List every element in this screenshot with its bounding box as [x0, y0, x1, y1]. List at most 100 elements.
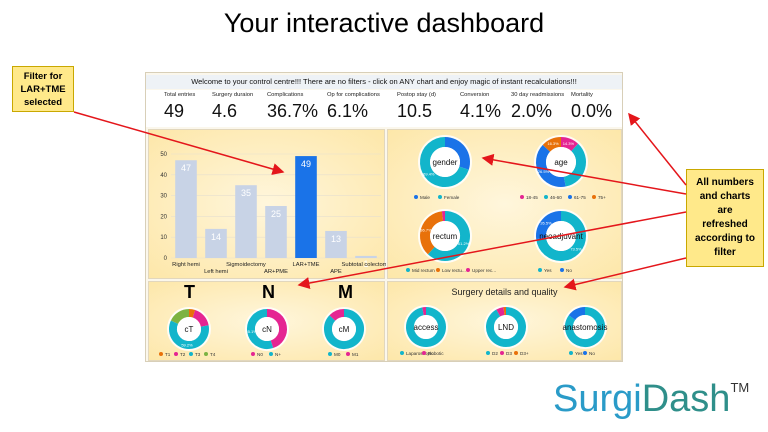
- legend-label: 46-60: [550, 195, 562, 200]
- refresh-callout: All numbers and charts are refreshed acc…: [686, 169, 764, 267]
- kpi-readmissions[interactable]: 30 day readmissions 2.0%: [511, 90, 569, 122]
- procedure-bar-chart[interactable]: 0 10 20 30 40 50 47 Right hemi 14 Left hemi 35 Sigm…: [149, 130, 390, 280]
- legend-swatch: [436, 268, 440, 272]
- donut-slice: [266, 309, 287, 349]
- legend-label: T1: [165, 352, 171, 357]
- legend-label: T4: [210, 352, 216, 357]
- y-tick-label: 40: [160, 173, 167, 179]
- x-tick-label: APE: [330, 269, 342, 275]
- arrow-to-bar: [73, 111, 285, 175]
- donut-center-label: age: [554, 158, 568, 167]
- donut-chart[interactable]: LND D2 D3 D3+: [484, 305, 529, 356]
- legend-swatch: [204, 352, 208, 356]
- legend-label: Female: [444, 195, 460, 200]
- bar-value-label: 14: [211, 232, 221, 242]
- legend-swatch: [159, 352, 163, 356]
- donut-center-label: cT: [185, 325, 194, 334]
- x-tick-label: LAR+TME: [293, 262, 320, 268]
- donut-center-label: LND: [498, 323, 514, 332]
- legend-swatch: [251, 352, 255, 356]
- kpi-op-for-complications[interactable]: Op for complications 6.1%: [327, 90, 385, 122]
- legend-swatch: [500, 351, 504, 355]
- kpi-value: 4.1%: [460, 101, 502, 121]
- bar: [325, 230, 347, 258]
- donut-slice: [536, 211, 562, 240]
- tnm-donuts[interactable]: 59.2% cT T1 T2 T3 T4 55.1% cN N0 N+ cM M0 M1: [149, 282, 386, 362]
- kpi-label: Total entries: [164, 92, 196, 98]
- kpi-surgery-duration[interactable]: Surgery duraion 4.6: [212, 90, 270, 122]
- kpi-postop-stay[interactable]: Postop stay (d) 10.5: [397, 90, 455, 122]
- legend-label: D2: [492, 351, 498, 356]
- y-tick-label: 10: [160, 235, 167, 241]
- kpi-value: 10.5: [397, 101, 433, 121]
- bar-value-label: 1: [363, 259, 368, 269]
- slide-title: Your interactive dashboard: [223, 8, 545, 38]
- donut-hole: [430, 147, 460, 177]
- y-tick-label: 0: [164, 256, 168, 262]
- donut-slice: [568, 307, 586, 321]
- donut-center-label: access: [414, 323, 439, 332]
- surgidash-logo: SurgiDashTM: [553, 378, 749, 421]
- legend-label: Laparoscopic: [406, 351, 434, 356]
- donut-hole: [546, 147, 576, 177]
- kpi-complications[interactable]: Complications 36.7%: [267, 90, 325, 122]
- dashboard: Welcome to your control centre!!! There …: [145, 72, 623, 362]
- kpi-label: 30 day readmissions: [511, 92, 565, 98]
- donut-hole: [494, 315, 518, 339]
- donut-chart[interactable]: 61.2% 36.7%rectum Mid rectum Low rectu... Up…: [406, 209, 496, 273]
- legend-label: N0: [257, 352, 263, 357]
- kpi-label: Op for complications: [327, 92, 380, 98]
- legend-swatch: [486, 351, 490, 355]
- kpi-value: 36.7%: [267, 101, 319, 121]
- callout-line: and charts: [699, 191, 751, 202]
- kpi-value: 2.0%: [511, 101, 553, 121]
- kpi-total-entries[interactable]: Total entries 49: [164, 90, 222, 122]
- legend-swatch: [174, 352, 178, 356]
- bar: [265, 206, 287, 258]
- kpi-label: Conversion: [460, 92, 490, 98]
- callout-line: All numbers: [696, 177, 754, 188]
- bar-value-label: 13: [331, 234, 341, 244]
- bar: [235, 185, 257, 258]
- donut-slice: [565, 307, 605, 347]
- legend-label: M0: [334, 352, 341, 357]
- kpi-conversion[interactable]: Conversion 4.1%: [460, 90, 518, 122]
- donut-center-label: rectum: [433, 232, 458, 241]
- legend-label: Mid rectum: [412, 268, 435, 273]
- kpi-row: Total entries 49 Surgery duraion 4.6 Com…: [146, 90, 622, 127]
- quality-panel: Surgery details and quality access Laparo…: [387, 281, 622, 361]
- bar: [175, 160, 197, 258]
- legend-swatch: [269, 352, 273, 356]
- donut-slice: [563, 143, 586, 187]
- legend-label: Yes: [575, 351, 583, 356]
- arrow-to-kpis: [628, 112, 687, 186]
- donut-center-label: neoadjuvant: [539, 232, 583, 241]
- donut-chart[interactable]: anastomosis Yes No: [563, 305, 608, 356]
- donut-chart[interactable]: 14.3% 26.5% 16.3% age 18-45 46-60 61-75 75+: [520, 135, 606, 200]
- procedure-bar-panel: 0 10 20 30 40 50 47 Right hemi 14 Left hemi 35 Sigm…: [148, 129, 391, 280]
- legend-swatch: [568, 195, 572, 199]
- legend-swatch: [406, 268, 410, 272]
- donut-chart[interactable]: cM M0 M1: [322, 307, 366, 357]
- bar-value-label: 49: [301, 159, 311, 169]
- donut-slice: [324, 309, 364, 349]
- donut-chart[interactable]: 59.2% cT T1 T2 T3 T4: [159, 307, 216, 357]
- n-stage-letter: N: [262, 282, 275, 302]
- legend-swatch: [592, 195, 596, 199]
- donut-chart[interactable]: 55.1% cN N0 N+: [245, 307, 289, 357]
- kpi-mortality[interactable]: Mortality 0.0%: [571, 90, 629, 122]
- y-tick-label: 50: [160, 152, 167, 158]
- slice-label: 36.7%: [420, 227, 432, 232]
- legend-swatch: [400, 351, 404, 355]
- legend-label: T3: [195, 352, 201, 357]
- donut-chart[interactable]: 69.4% gender Male Female: [414, 135, 472, 200]
- legend-label: No: [589, 351, 595, 356]
- callout-line: LAR+TME: [20, 84, 66, 95]
- arrow-to-quality: [563, 257, 687, 291]
- donut-hole: [414, 315, 438, 339]
- kpi-value: 0.0%: [571, 101, 613, 121]
